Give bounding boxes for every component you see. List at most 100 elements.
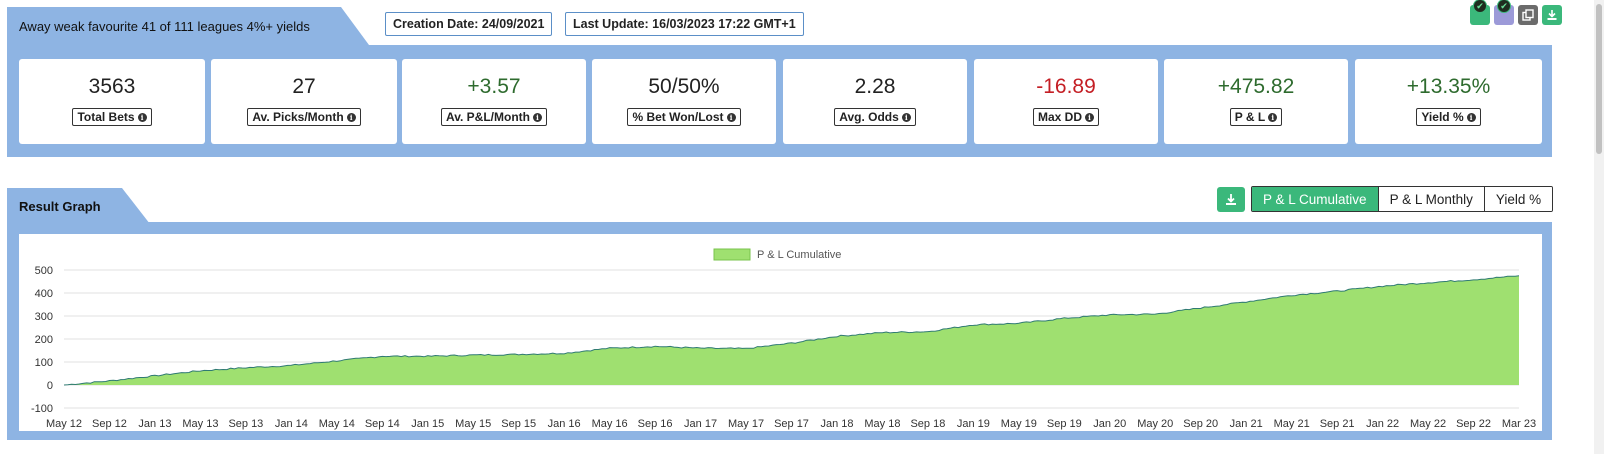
pl-monthly-button[interactable]: P & L Monthly (1377, 187, 1484, 211)
x-tick-label: May 16 (592, 418, 628, 430)
x-tick-label: May 21 (1274, 418, 1310, 430)
stat-value: +13.35% (1406, 75, 1491, 98)
copy-icon[interactable] (1518, 5, 1538, 25)
legend-label: P & L Cumulative (757, 249, 841, 261)
stat-label-button[interactable]: Max DD i (1032, 108, 1099, 126)
y-tick-label: -100 (31, 403, 53, 415)
stat-value: 3563 (88, 75, 136, 98)
strategy-title: Away weak favourite 41 of 111 leagues 4%… (19, 18, 310, 34)
download-chart-button[interactable] (1217, 187, 1245, 212)
stat-label-text: Max DD (1037, 110, 1082, 124)
x-tick-label: Sep 19 (1047, 418, 1082, 430)
info-icon: i (1268, 112, 1278, 122)
stat-label-text: Av. P&L/Month (446, 110, 530, 124)
stat-label-text: Total Bets (77, 110, 135, 124)
stat-value: 27 (292, 75, 316, 98)
x-tick-label: Jan 18 (820, 418, 853, 430)
download-icon (1226, 194, 1236, 205)
x-tick-label: Jan 22 (1366, 418, 1399, 430)
stat-value: -16.89 (1036, 75, 1096, 98)
scrollbar-thumb[interactable] (1596, 4, 1602, 154)
stat-label-button[interactable]: Yield % i (1416, 108, 1481, 126)
stat-label-text: Yield % (1421, 110, 1464, 124)
stat-label-button[interactable]: Total Bets i (72, 108, 152, 126)
x-tick-label: Sep 18 (910, 418, 945, 430)
top-action-icons: ✔ ✔ (1470, 0, 1562, 25)
x-tick-label: May 20 (1137, 418, 1173, 430)
y-tick-label: 300 (35, 311, 53, 323)
x-tick-label: Jan 16 (548, 418, 581, 430)
y-tick-label: 0 (47, 380, 53, 392)
stat-label-text: P & L (1234, 110, 1266, 124)
x-tick-label: Jan 19 (957, 418, 990, 430)
pl-cumulative-chart: 500 400 300 200 100 0 -100 May 12 Sep 12 Jan 13 M… (31, 248, 1536, 430)
y-tick-label: 500 (35, 265, 53, 277)
x-tick-label: Sep 21 (1320, 418, 1355, 430)
x-tick-label: Sep 16 (638, 418, 673, 430)
x-tick-label: Sep 22 (1456, 418, 1491, 430)
stat-yield: +13.35% Yield % i (1355, 59, 1542, 144)
yield-button[interactable]: Yield % (1483, 187, 1553, 211)
stat-label-button[interactable]: Av. Picks/Month i (247, 108, 361, 126)
result-graph-tab: Result Graph (7, 188, 150, 224)
chart-band: 500 400 300 200 100 0 -100 May 12 Sep 12 Jan 13 M… (7, 222, 1552, 440)
x-tick-label: Jan 20 (1093, 418, 1126, 430)
x-tick-label: Jan 21 (1230, 418, 1263, 430)
x-tick-label: May 19 (1001, 418, 1037, 430)
check-green-icon[interactable]: ✔ (1470, 0, 1490, 25)
x-tick-label: May 18 (864, 418, 900, 430)
x-tick-label: Mar 23 (1502, 418, 1536, 430)
pl-cumulative-line (63, 275, 1520, 386)
y-tick-label: 100 (35, 357, 53, 369)
legend-swatch[interactable] (713, 248, 751, 261)
x-tick-label: Sep 17 (774, 418, 809, 430)
stat-total-bets: 3563 Total Bets i (19, 59, 205, 144)
stats-band: 3563 Total Bets i 27 Av. Picks/Month i +3.… (7, 45, 1552, 157)
vertical-scrollbar[interactable] (1594, 0, 1604, 454)
x-tick-label: Sep 15 (501, 418, 536, 430)
x-tick-label: May 22 (1410, 418, 1446, 430)
stat-label-text: Avg. Odds (839, 110, 899, 124)
stat-label-button[interactable]: Av. P&L/Month i (441, 108, 547, 126)
info-icon: i (1466, 112, 1476, 122)
stat-av-picks-month: 27 Av. Picks/Month i (211, 59, 397, 144)
x-tick-label: May 14 (319, 418, 355, 430)
stat-av-pl-month: +3.57 Av. P&L/Month i (402, 59, 586, 144)
y-tick-label: 200 (35, 334, 53, 346)
x-tick-label: Sep 13 (228, 418, 263, 430)
stat-bet-won-lost: 50/50% % Bet Won/Lost i (592, 59, 776, 144)
x-tick-label: Jan 17 (684, 418, 717, 430)
x-tick-label: Sep 20 (1183, 418, 1218, 430)
stat-value: +475.82 (1217, 75, 1295, 98)
pl-cumulative-area[interactable] (64, 275, 1519, 385)
x-tick-label: May 12 (46, 418, 82, 430)
x-tick-label: Jan 14 (275, 418, 308, 430)
stat-avg-odds: 2.28 Avg. Odds i (783, 59, 967, 144)
x-tick-label: May 13 (182, 418, 218, 430)
stat-label-button[interactable]: % Bet Won/Lost i (627, 108, 741, 126)
stat-value: 50/50% (648, 75, 720, 98)
strategy-title-tab: Away weak favourite 41 of 111 leagues 4%… (7, 7, 369, 45)
x-tick-label: May 17 (728, 418, 764, 430)
stat-value: 2.28 (854, 75, 896, 98)
stat-label-text: % Bet Won/Lost (632, 110, 724, 124)
info-icon: i (346, 112, 356, 122)
y-tick-label: 400 (35, 288, 53, 300)
x-tick-label: May 15 (455, 418, 491, 430)
info-icon: i (137, 112, 147, 122)
pl-cumulative-button[interactable]: P & L Cumulative (1252, 187, 1378, 211)
check-purple-icon[interactable]: ✔ (1494, 0, 1514, 25)
stat-label-button[interactable]: Avg. Odds i (834, 108, 916, 126)
x-tick-label: Jan 13 (138, 418, 171, 430)
download-icon[interactable] (1542, 5, 1562, 25)
stat-max-dd: -16.89 Max DD i (974, 59, 1158, 144)
stat-label-text: Av. Picks/Month (252, 110, 344, 124)
last-update-badge: Last Update: 16/03/2023 17:22 GMT+1 (565, 12, 804, 36)
creation-date-badge: Creation Date: 24/09/2021 (385, 12, 553, 36)
x-tick-label: Sep 12 (92, 418, 127, 430)
info-icon: i (533, 112, 542, 122)
info-icon: i (726, 112, 736, 122)
